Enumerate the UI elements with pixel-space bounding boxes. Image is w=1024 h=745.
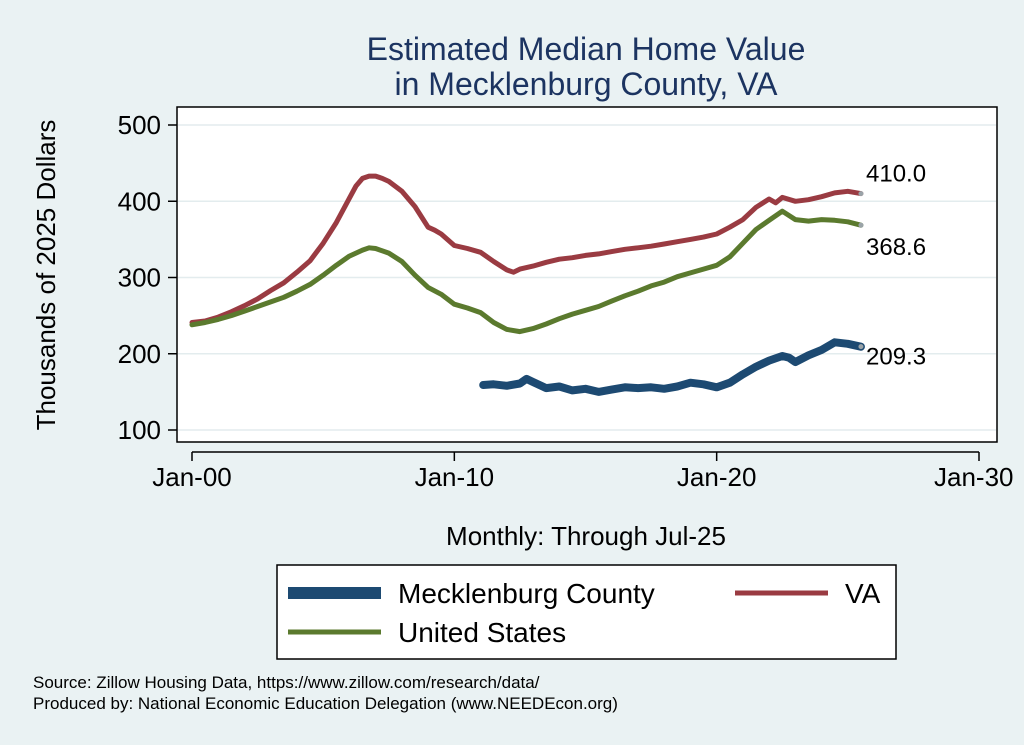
end-label-united-states: 368.6 [866, 234, 926, 261]
x-tick-label: Jan-30 [934, 462, 1014, 492]
x-axis-title: Monthly: Through Jul-25 [446, 521, 726, 551]
x-tick-label: Jan-10 [415, 462, 495, 492]
series-line-mecklenburg-county [479, 338, 865, 396]
y-axis-title: Thousands of 2025 Dollars [31, 120, 61, 431]
chart-title-line-2: in Mecklenburg County, VA [395, 66, 779, 102]
end-label-va: 410.0 [866, 161, 926, 188]
y-tick-label: 400 [118, 186, 161, 216]
legend-label-va: VA [845, 578, 881, 609]
producer-note: Produced by: National Economic Education… [33, 694, 618, 713]
x-tick-label: Jan-20 [677, 462, 757, 492]
series-line-va [189, 173, 864, 325]
legend-box [276, 564, 897, 660]
series-line-united-states [189, 208, 864, 335]
series-end-point-va [858, 191, 864, 197]
series-end-point-united-states [858, 222, 864, 228]
legend-label-mecklenburg: Mecklenburg County [398, 578, 655, 609]
gridlines [178, 124, 996, 431]
source-note: Source: Zillow Housing Data, https://www… [33, 673, 540, 692]
y-tick-label: 200 [118, 339, 161, 369]
legend: Mecklenburg County VA United States [276, 564, 897, 660]
x-tick-label: Jan-00 [152, 462, 232, 492]
legend-label-united-states: United States [398, 617, 566, 648]
x-axis: Jan-00 Jan-10 Jan-20 Jan-30 [152, 451, 1014, 492]
y-axis: 100 200 300 400 500 [118, 110, 177, 445]
series-lines [189, 173, 865, 396]
chart-title-line-1: Estimated Median Home Value [367, 31, 806, 67]
end-labels: 410.0 368.6 209.3 [866, 161, 926, 371]
y-tick-label: 100 [118, 415, 161, 445]
series-end-point-mecklenburg-county [858, 344, 864, 350]
y-tick-label: 300 [118, 263, 161, 293]
end-label-mecklenburg-county: 209.3 [866, 344, 926, 371]
y-tick-label: 500 [118, 110, 161, 140]
